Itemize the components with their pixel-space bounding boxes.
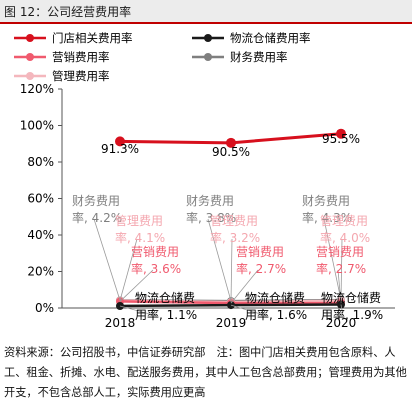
label-leader (119, 305, 158, 317)
label-leader (230, 269, 259, 304)
y-tick-label: 60% (27, 192, 54, 206)
x-tick-label: 2020 (326, 316, 357, 330)
x-tick-label: 2019 (216, 316, 247, 330)
legend-label: 管理费用率 (52, 69, 110, 83)
y-tick-label: 100% (20, 119, 54, 133)
data-label: 管理费用率, 4.0% (320, 213, 370, 245)
legend-label: 物流仓储费用率 (230, 31, 311, 45)
data-label: 管理费用率, 4.1% (115, 213, 165, 245)
y-tick-label: 40% (27, 228, 54, 242)
data-point (115, 136, 125, 147)
legend-label: 财务费用率 (230, 50, 288, 64)
legend-marker (26, 34, 34, 42)
label-leader (340, 238, 343, 301)
legend-marker (26, 72, 34, 80)
figure-title: 图 12：公司经营费用率 (4, 5, 132, 19)
y-tick-label: 120% (20, 82, 54, 96)
data-label: 财务费用率, 3.8% (186, 193, 236, 225)
source-note: 资料来源：公司招股书，中信证券研究部 注：图中门店相关费用包含原料、人工、租金、… (4, 346, 407, 399)
label-leader (207, 218, 232, 302)
label-leader (337, 269, 342, 304)
legend-marker (204, 53, 212, 61)
figure-title-bar: 图 12：公司经营费用率 (0, 0, 412, 24)
data-label: 营销费用率, 3.6% (131, 245, 181, 276)
legend-label: 营销费用率 (52, 50, 110, 64)
data-label: 财务费用率, 4.2% (72, 193, 122, 225)
label-leader (230, 238, 233, 303)
label-leader (230, 304, 268, 317)
label-leader (93, 218, 121, 301)
data-label: 管理费用率, 3.2% (210, 213, 260, 245)
legend-marker (204, 34, 212, 42)
data-label: 财务费用率, 4.3% (302, 193, 352, 225)
data-label: 95.5% (322, 132, 360, 146)
legend-marker (26, 53, 34, 61)
label-leader (323, 218, 342, 301)
label-leader (340, 304, 344, 317)
data-label: 营销费用率, 2.7% (316, 245, 366, 276)
x-tick-label: 2018 (105, 316, 136, 330)
data-label: 营销费用率, 2.7% (236, 245, 286, 276)
data-label: 物流仓储费用率, 1.1% (135, 290, 197, 322)
y-tick-label: 20% (27, 265, 54, 279)
legend-label: 门店相关费用率 (52, 31, 133, 45)
y-tick-label: 80% (27, 155, 54, 169)
data-label: 91.3% (101, 142, 139, 156)
data-label: 物流仓储费用率, 1.9% (321, 290, 383, 322)
data-point (336, 128, 346, 139)
data-label: 90.5% (212, 145, 250, 159)
y-tick-label: 0% (35, 301, 54, 315)
data-point (226, 137, 236, 148)
data-label: 物流仓储费用率, 1.6% (245, 290, 307, 322)
label-leader (119, 238, 138, 301)
label-leader (119, 269, 154, 302)
